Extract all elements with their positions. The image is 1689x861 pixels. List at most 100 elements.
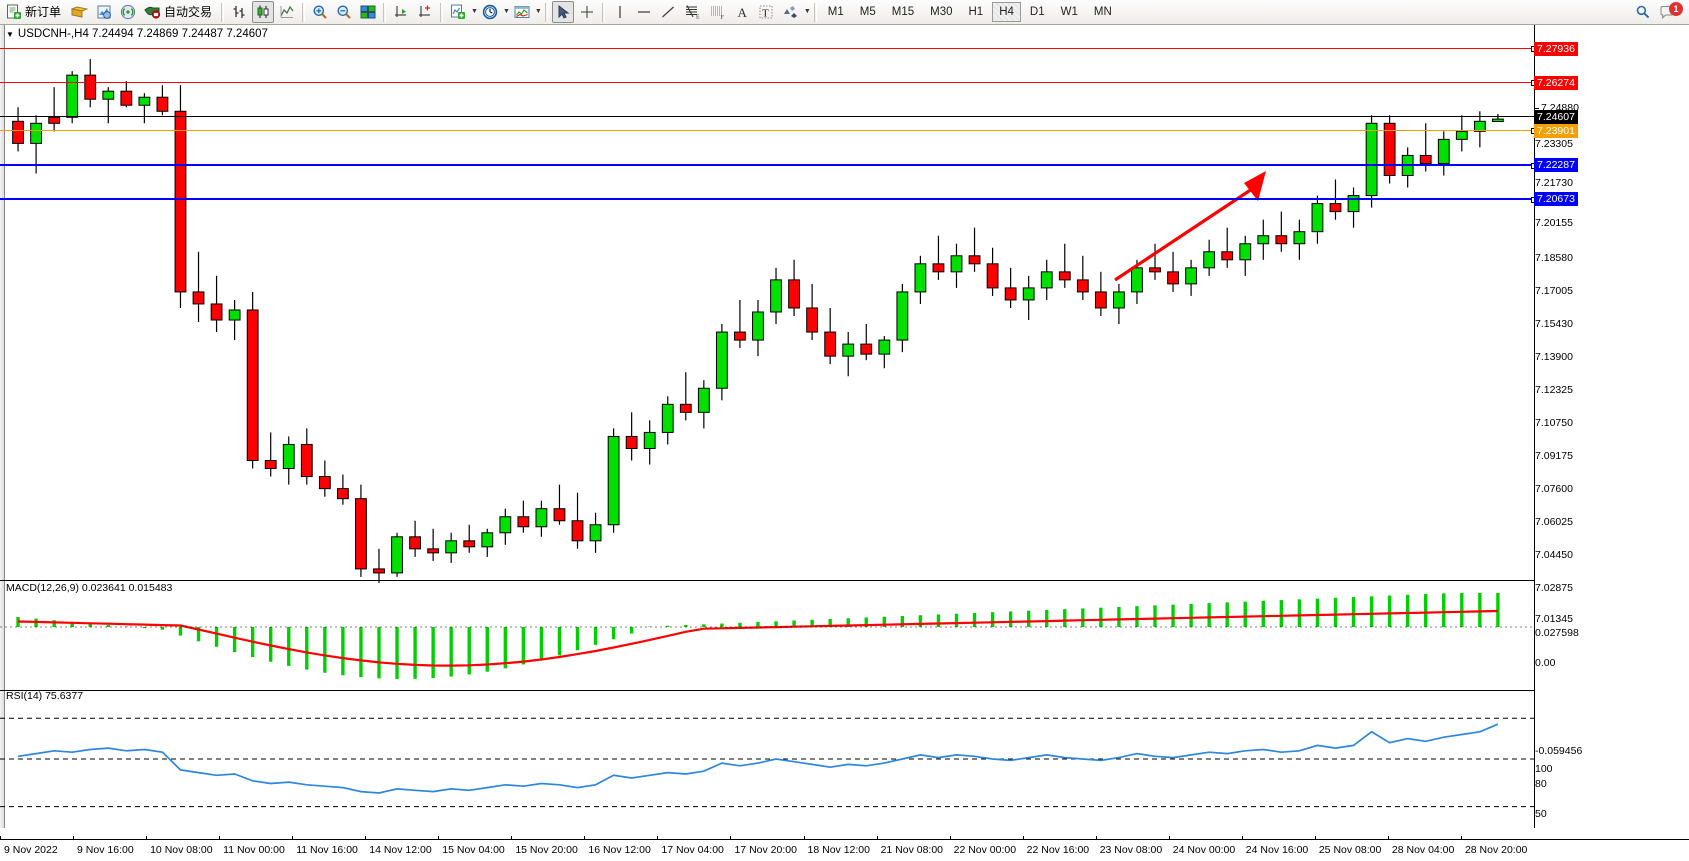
signal-button[interactable] [117,1,139,23]
chart-canvas[interactable]: ▼ USDCNH-,H4 7.24494 7.24869 7.24487 7.2… [0,25,1689,861]
auto-trading-icon [144,4,161,20]
macd-axis-label-bottom: -0.059456 [1535,745,1583,757]
macd-plot [0,593,1534,679]
price-plot [12,59,1504,583]
shift-icon [393,4,409,20]
timeframe-mn[interactable]: MN [1093,6,1112,18]
price-tick: 7.12325 [1535,384,1573,396]
hline-button[interactable] [633,1,655,23]
time-axis-label: 23 Nov 08:00 [1099,844,1163,856]
toolbar-separator [221,2,225,22]
trend-arrow [1114,171,1266,282]
price-line-support-lower[interactable] [0,197,1537,203]
folder-button[interactable] [68,1,91,23]
shapes-button[interactable] [779,1,802,23]
zoom-in-button[interactable] [309,1,331,23]
time-tick-mark [365,836,367,840]
timeframe-w1[interactable]: W1 [1060,6,1078,18]
time-tick-mark [1314,836,1316,840]
channel-button[interactable]: F [706,1,729,23]
timeframe-d1[interactable]: D1 [1029,6,1045,18]
new-order-icon [6,4,22,20]
crosshair-shift-button[interactable] [414,1,436,23]
trendline-button[interactable] [657,1,679,23]
chart-scale-rail[interactable] [0,25,5,828]
auto-trading-button[interactable]: 自动交易 [141,1,217,23]
time-tick-mark [0,836,1,840]
crosshair-icon [579,4,595,20]
shapes-dropdown-arrow[interactable]: ▼ [803,8,811,15]
templates-button[interactable] [511,1,533,23]
time-axis-label: 17 Nov 20:00 [734,844,797,856]
auto-trading-label: 自动交易 [164,5,213,19]
add-indicator-icon [450,4,466,20]
price-tick: 7.23305 [1535,138,1573,150]
time-tick-mark [1022,836,1024,840]
timeframe-m15[interactable]: M15 [891,6,915,18]
zoom-out-button[interactable] [333,1,355,23]
rsi-axis-label-100: 100 [1535,763,1553,775]
price-line-resistance-lower[interactable] [0,80,1537,86]
vline-icon [612,4,628,20]
timeframe-m5[interactable]: M5 [859,6,876,18]
toolbar-separator [302,2,306,22]
candlestick-chart-button[interactable] [252,1,275,23]
toolbar-separator [601,2,605,22]
add-indicator-dropdown-arrow[interactable]: ▼ [471,8,478,15]
price-line-resistance-upper[interactable] [0,46,1537,52]
svg-text:T: T [762,8,769,20]
vline-button[interactable] [609,1,631,23]
chevron-down-icon[interactable]: ▼ [6,29,14,39]
new-order-button[interactable]: 新订单 [3,1,66,23]
timeframe-h1[interactable]: H1 [968,6,984,18]
line-chart-button[interactable] [276,1,298,23]
bar-chart-button[interactable] [228,1,250,23]
folder-icon [71,4,89,20]
time-tick-mark [949,836,951,840]
price-line-pivot[interactable] [0,128,1537,134]
crosshair-button[interactable] [576,1,598,23]
search-button[interactable] [1632,1,1654,23]
time-axis-label: 15 Nov 04:00 [442,844,505,856]
period-button[interactable] [479,1,501,23]
price-tick: 7.20155 [1535,217,1573,229]
notification-count-badge: 1 [1669,1,1683,16]
price-badge-support-upper: 7.22287 [1534,158,1578,172]
text-label-button[interactable]: T [755,1,777,23]
time-axis-label: 16 Nov 12:00 [588,844,651,856]
svg-text:A: A [737,5,747,20]
price-tick: 7.10750 [1535,417,1573,429]
period-dropdown-arrow[interactable]: ▼ [502,8,510,15]
time-tick-mark [438,836,440,840]
macd-indicator-label: MACD(12,26,9) 0.023641 0.015483 [6,582,173,594]
price-badge-support-lower: 7.20673 [1534,192,1578,206]
shapes-icon [782,4,799,20]
cursor-button[interactable] [551,1,574,23]
main-toolbar: 新订单 [0,0,1689,25]
time-axis[interactable]: 9 Nov 2022 9 Nov 16:00 10 Nov 08:00 11 Nov … [0,836,1689,861]
time-tick-mark [292,836,294,840]
rsi-axis-label-50: 50 [1535,808,1547,820]
fibonacci-button[interactable]: E [681,1,704,23]
timeframe-m1[interactable]: M1 [827,6,844,18]
tile-windows-icon [360,4,376,20]
price-axis[interactable]: 7.27936 7.26274 7.24880 7.24607 7.23901 … [1534,25,1689,861]
price-line-support-upper[interactable] [0,163,1537,169]
timeframe-m30[interactable]: M30 [930,6,953,18]
trendline-icon [660,4,676,20]
time-axis-label: 9 Nov 2022 [4,844,58,856]
price-badge-pivot: 7.23901 [1534,124,1578,138]
time-axis-label: 24 Nov 16:00 [1245,844,1309,856]
text-icon: A [734,4,750,20]
shift-end-button[interactable] [390,1,412,23]
add-indicator-button[interactable] [447,1,469,23]
price-tick: 7.18580 [1535,252,1573,264]
price-tick-unlabeled: 7.24880 [1535,103,1579,113]
time-tick-mark [657,836,659,840]
timeframe-h4[interactable]: H4 [992,2,1021,22]
text-button[interactable]: A [731,1,753,23]
notifications-button[interactable]: 1 [1656,1,1686,23]
tile-windows-button[interactable] [357,1,379,23]
profile-button[interactable] [93,1,115,23]
templates-dropdown-arrow[interactable]: ▼ [534,8,542,15]
